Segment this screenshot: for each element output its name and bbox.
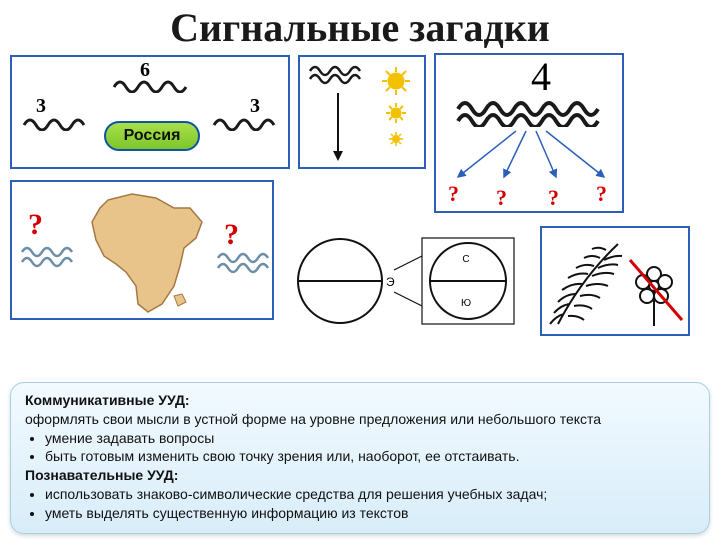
heading-cogn: Познавательные УУД:	[25, 467, 178, 483]
text-line: оформлять свои мысли в устной форме на у…	[25, 410, 695, 429]
svg-text:Ю: Ю	[461, 298, 471, 309]
africa-icon	[78, 186, 218, 318]
num-3-left: 3	[36, 95, 46, 118]
qmark: ?	[596, 181, 607, 207]
card-hemispheres: Э С Ю	[288, 226, 528, 336]
branch-arrows-icon	[446, 129, 616, 185]
card-fern	[540, 226, 690, 336]
qmark: ?	[28, 208, 43, 242]
bullet: быть готовым изменить свою точку зрения …	[45, 447, 695, 466]
wave-icon	[20, 246, 76, 268]
bullet: уметь выделять существенную информацию и…	[45, 504, 695, 523]
qmark: ?	[448, 181, 459, 207]
qmark: ?	[548, 185, 559, 211]
bullet: умение задавать вопросы	[45, 429, 695, 448]
wave-icon	[212, 117, 282, 131]
qmark: ?	[496, 185, 507, 211]
card-africa: ? ?	[10, 180, 274, 320]
bullet: использовать знаково-символические средс…	[45, 485, 695, 504]
qmark: ?	[224, 218, 239, 252]
arrow-down-icon	[330, 91, 346, 163]
wave-icon	[22, 117, 92, 131]
page-title: Сигнальные загадки	[0, 0, 720, 53]
card-four: 4 ? ? ? ?	[434, 53, 624, 213]
num-3-right: 3	[250, 95, 260, 118]
hemispheres-icon: Э С Ю	[288, 226, 528, 336]
wave-icon	[308, 65, 364, 85]
uud-panel: Коммуникативные УУД: оформлять свои мысл…	[10, 382, 710, 534]
wave-icon	[456, 101, 606, 127]
svg-text:Э: Э	[386, 275, 395, 289]
wave-icon	[216, 252, 272, 274]
russia-pill: Россия	[104, 121, 200, 151]
card-russia: 6 3 3 Россия	[10, 55, 290, 169]
wave-icon	[112, 79, 192, 93]
card-suns	[298, 55, 426, 169]
svg-text:С: С	[462, 254, 469, 265]
fern-flower-icon	[542, 228, 688, 334]
suns-icon	[374, 63, 420, 163]
num-4: 4	[531, 53, 551, 100]
heading-comm: Коммуникативные УУД:	[25, 392, 190, 408]
